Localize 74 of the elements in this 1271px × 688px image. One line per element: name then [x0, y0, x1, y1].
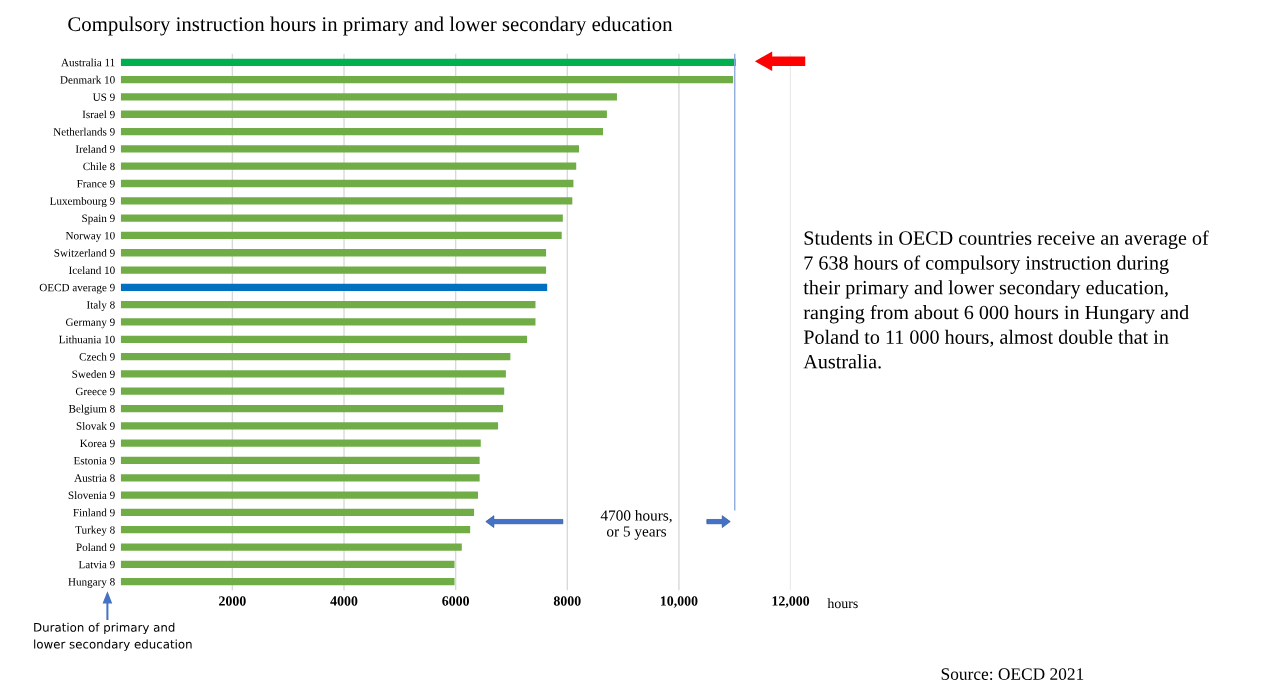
y-tick-label: Lithuania 10	[59, 335, 115, 344]
y-tick-label: Australia 11	[61, 58, 115, 67]
bar	[120, 283, 548, 291]
y-tick-label: Korea 9	[80, 439, 115, 448]
bar	[120, 352, 511, 361]
y-tick-label: France 9	[76, 179, 115, 188]
bar	[120, 266, 547, 274]
y-tick-label: Turkey 8	[75, 525, 115, 536]
bar	[120, 58, 736, 66]
bar	[120, 526, 471, 534]
bar	[120, 404, 504, 413]
bar	[120, 456, 480, 465]
x-tick-label: 4000	[330, 596, 358, 606]
x-tick-label: 12,000	[772, 596, 810, 608]
y-tick-label: Czech 9	[79, 352, 115, 361]
x-axis-title: hours	[827, 598, 858, 609]
bar	[120, 93, 617, 101]
bar	[120, 578, 455, 586]
y-tick-label: Poland 9	[76, 543, 115, 551]
bar	[120, 439, 481, 447]
bar	[120, 110, 607, 118]
y-tick-label: Slovenia 9	[68, 491, 115, 500]
y-tick-label: Luxembourg 9	[49, 196, 115, 208]
bar	[120, 491, 478, 499]
chart-title: Compulsory instruction hours in primary and lower secondary education	[68, 16, 673, 36]
text: Students in OECD countries receive an average of 7 638 hours of compulsory instruction during their primary and lower secondary education, ranging from about 6 000 hours in Hungary and Poland to 11 000 hours, almost double that in Australia.	[803, 230, 1209, 369]
y-tick-label: Iceland 10	[69, 266, 115, 275]
y-tick-label: Belgium 8	[68, 404, 115, 415]
y-tick-label: Germany 9	[65, 318, 115, 329]
y-tick-label: Estonia 9	[73, 456, 115, 465]
y-tick-label: Spain 9	[82, 214, 115, 225]
bar	[120, 301, 536, 309]
bar	[120, 76, 734, 84]
y-tick-label: Hungary 8	[68, 578, 115, 588]
y-tick-label: Latvia 9	[78, 560, 115, 569]
bar	[120, 370, 506, 378]
bar	[120, 508, 475, 517]
y-tick-label: Italy 8	[86, 300, 115, 311]
bar	[120, 422, 499, 430]
bar	[120, 145, 580, 153]
bar	[120, 560, 455, 568]
y-tick-label: Greece 9	[75, 387, 115, 396]
text: Duration of primary and lower secondary education	[34, 622, 192, 651]
y-tick-label: Sweden 9	[72, 370, 115, 378]
source-note: Source: OECD 2021	[941, 668, 1084, 680]
bar	[120, 335, 528, 343]
bar	[120, 249, 547, 257]
y-tick-label: Israel 9	[82, 110, 115, 119]
bar	[120, 127, 604, 136]
y-tick-label: Netherlands 9	[53, 127, 115, 136]
annotation: 4700 hours, or 5 years	[600, 509, 672, 540]
bar	[120, 543, 462, 551]
y-tick-label: Norway 10	[65, 231, 115, 242]
y-tick-label: US 9	[92, 93, 115, 101]
y-tick-label: OECD average 9	[39, 283, 115, 294]
bar	[120, 179, 574, 188]
bar	[120, 231, 562, 240]
bar	[120, 197, 573, 205]
bar	[120, 474, 480, 482]
bar	[120, 318, 536, 326]
y-tick-label: Slovak 9	[76, 421, 115, 430]
y-tick-label: Switzerland 9	[54, 248, 115, 257]
bar	[120, 214, 563, 222]
x-tick-label: 2000	[219, 596, 246, 606]
y-tick-label: Austria 8	[74, 474, 115, 482]
x-tick-label: 8000	[553, 596, 581, 606]
y-tick-label: Finland 9	[73, 508, 115, 517]
x-tick-label: 10,000	[660, 596, 698, 608]
bar	[120, 387, 505, 395]
y-tick-label: Ireland 9	[75, 145, 115, 153]
y-tick-label: Denmark 10	[60, 75, 115, 84]
y-tick-label: Chile 8	[83, 162, 115, 171]
x-tick-label: 6000	[442, 596, 470, 606]
bar	[120, 162, 577, 170]
